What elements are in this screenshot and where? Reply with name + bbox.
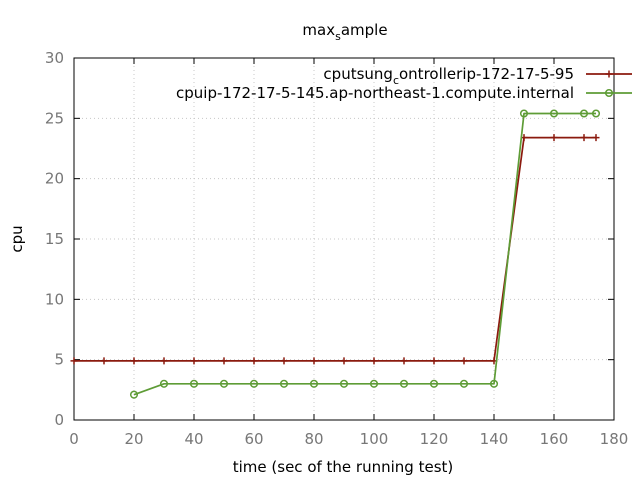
legend-label-part: ip-172-17-5-145.ap-northeast-1.compute.i… xyxy=(203,84,574,102)
data-point xyxy=(70,357,78,365)
data-point xyxy=(279,379,289,388)
series-1 xyxy=(70,134,600,365)
x-tick-label: 40 xyxy=(184,430,203,448)
data-point xyxy=(591,109,601,118)
series-layer xyxy=(70,109,601,399)
grid xyxy=(74,58,614,420)
x-tick-label: 100 xyxy=(360,430,389,448)
data-point xyxy=(369,379,379,388)
data-point xyxy=(549,109,559,118)
legend-entry-1: cputsungcontrollerip-172-17-5-95 xyxy=(323,65,632,87)
legend-label-part: cpu xyxy=(176,84,203,102)
data-point xyxy=(339,379,349,388)
chart-title: maxsample xyxy=(302,21,387,43)
x-tick-label: 20 xyxy=(124,430,143,448)
y-tick-label: 5 xyxy=(54,351,64,369)
legend-label-part: cpu xyxy=(323,65,350,83)
data-point xyxy=(280,357,288,365)
chart-title-sub: s xyxy=(335,30,341,43)
y-tick-label: 0 xyxy=(54,411,64,429)
x-tick-label: 160 xyxy=(540,430,569,448)
y-tick-label: 10 xyxy=(45,290,64,308)
data-point xyxy=(430,357,438,365)
data-point xyxy=(219,379,229,388)
data-point xyxy=(519,109,529,118)
data-point xyxy=(592,134,600,142)
x-tick-label: 60 xyxy=(244,430,263,448)
ticks: 0 20 40 60 80 100 120 140 160 180 0 5 10 15 20 25 30 xyxy=(45,49,628,448)
data-point xyxy=(340,357,348,365)
legend-label-part: ip-172-17-5-95 xyxy=(462,65,574,83)
data-point xyxy=(160,357,168,365)
data-point xyxy=(100,357,108,365)
data-point xyxy=(190,357,198,365)
data-point xyxy=(220,357,228,365)
data-point xyxy=(250,357,258,365)
data-point xyxy=(550,134,558,142)
data-point xyxy=(249,379,259,388)
y-axis-label: cpu xyxy=(8,225,26,252)
x-tick-label: 140 xyxy=(480,430,509,448)
data-point xyxy=(159,379,169,388)
data-point xyxy=(399,379,409,388)
chart-title-base: max xyxy=(302,21,335,39)
data-point xyxy=(309,379,319,388)
legend-entry-2: cpuip-172-17-5-145.ap-northeast-1.comput… xyxy=(176,84,632,102)
data-point xyxy=(429,379,439,388)
legend-label-part: c xyxy=(393,74,399,87)
data-point xyxy=(189,379,199,388)
legend: cputsungcontrollerip-172-17-5-95cpuip-17… xyxy=(176,65,632,102)
legend-label: cpuip-172-17-5-145.ap-northeast-1.comput… xyxy=(176,84,574,102)
chart-title-rest: ample xyxy=(341,21,388,39)
legend-marker xyxy=(604,88,614,98)
legend-label-part: tsung xyxy=(351,65,393,83)
legend-marker xyxy=(605,70,613,78)
legend-label-part: ontroller xyxy=(399,65,463,83)
data-point xyxy=(310,357,318,365)
data-point xyxy=(460,357,468,365)
data-point xyxy=(400,357,408,365)
x-tick-label: 180 xyxy=(600,430,629,448)
x-tick-label: 120 xyxy=(420,430,449,448)
data-point xyxy=(459,379,469,388)
y-tick-label: 15 xyxy=(45,230,64,248)
y-tick-label: 20 xyxy=(45,170,64,188)
y-tick-label: 30 xyxy=(45,49,64,67)
data-point xyxy=(129,390,139,399)
x-tick-label: 0 xyxy=(69,430,79,448)
data-point xyxy=(580,134,588,142)
data-point xyxy=(370,357,378,365)
x-tick-label: 80 xyxy=(304,430,323,448)
series-2 xyxy=(129,109,601,399)
x-axis-label: time (sec of the running test) xyxy=(233,458,454,476)
y-tick-label: 25 xyxy=(45,109,64,127)
series-line xyxy=(133,112,596,396)
legend-label: cputsungcontrollerip-172-17-5-95 xyxy=(323,65,574,87)
data-point xyxy=(579,109,589,118)
data-point xyxy=(489,379,499,388)
data-point xyxy=(130,357,138,365)
